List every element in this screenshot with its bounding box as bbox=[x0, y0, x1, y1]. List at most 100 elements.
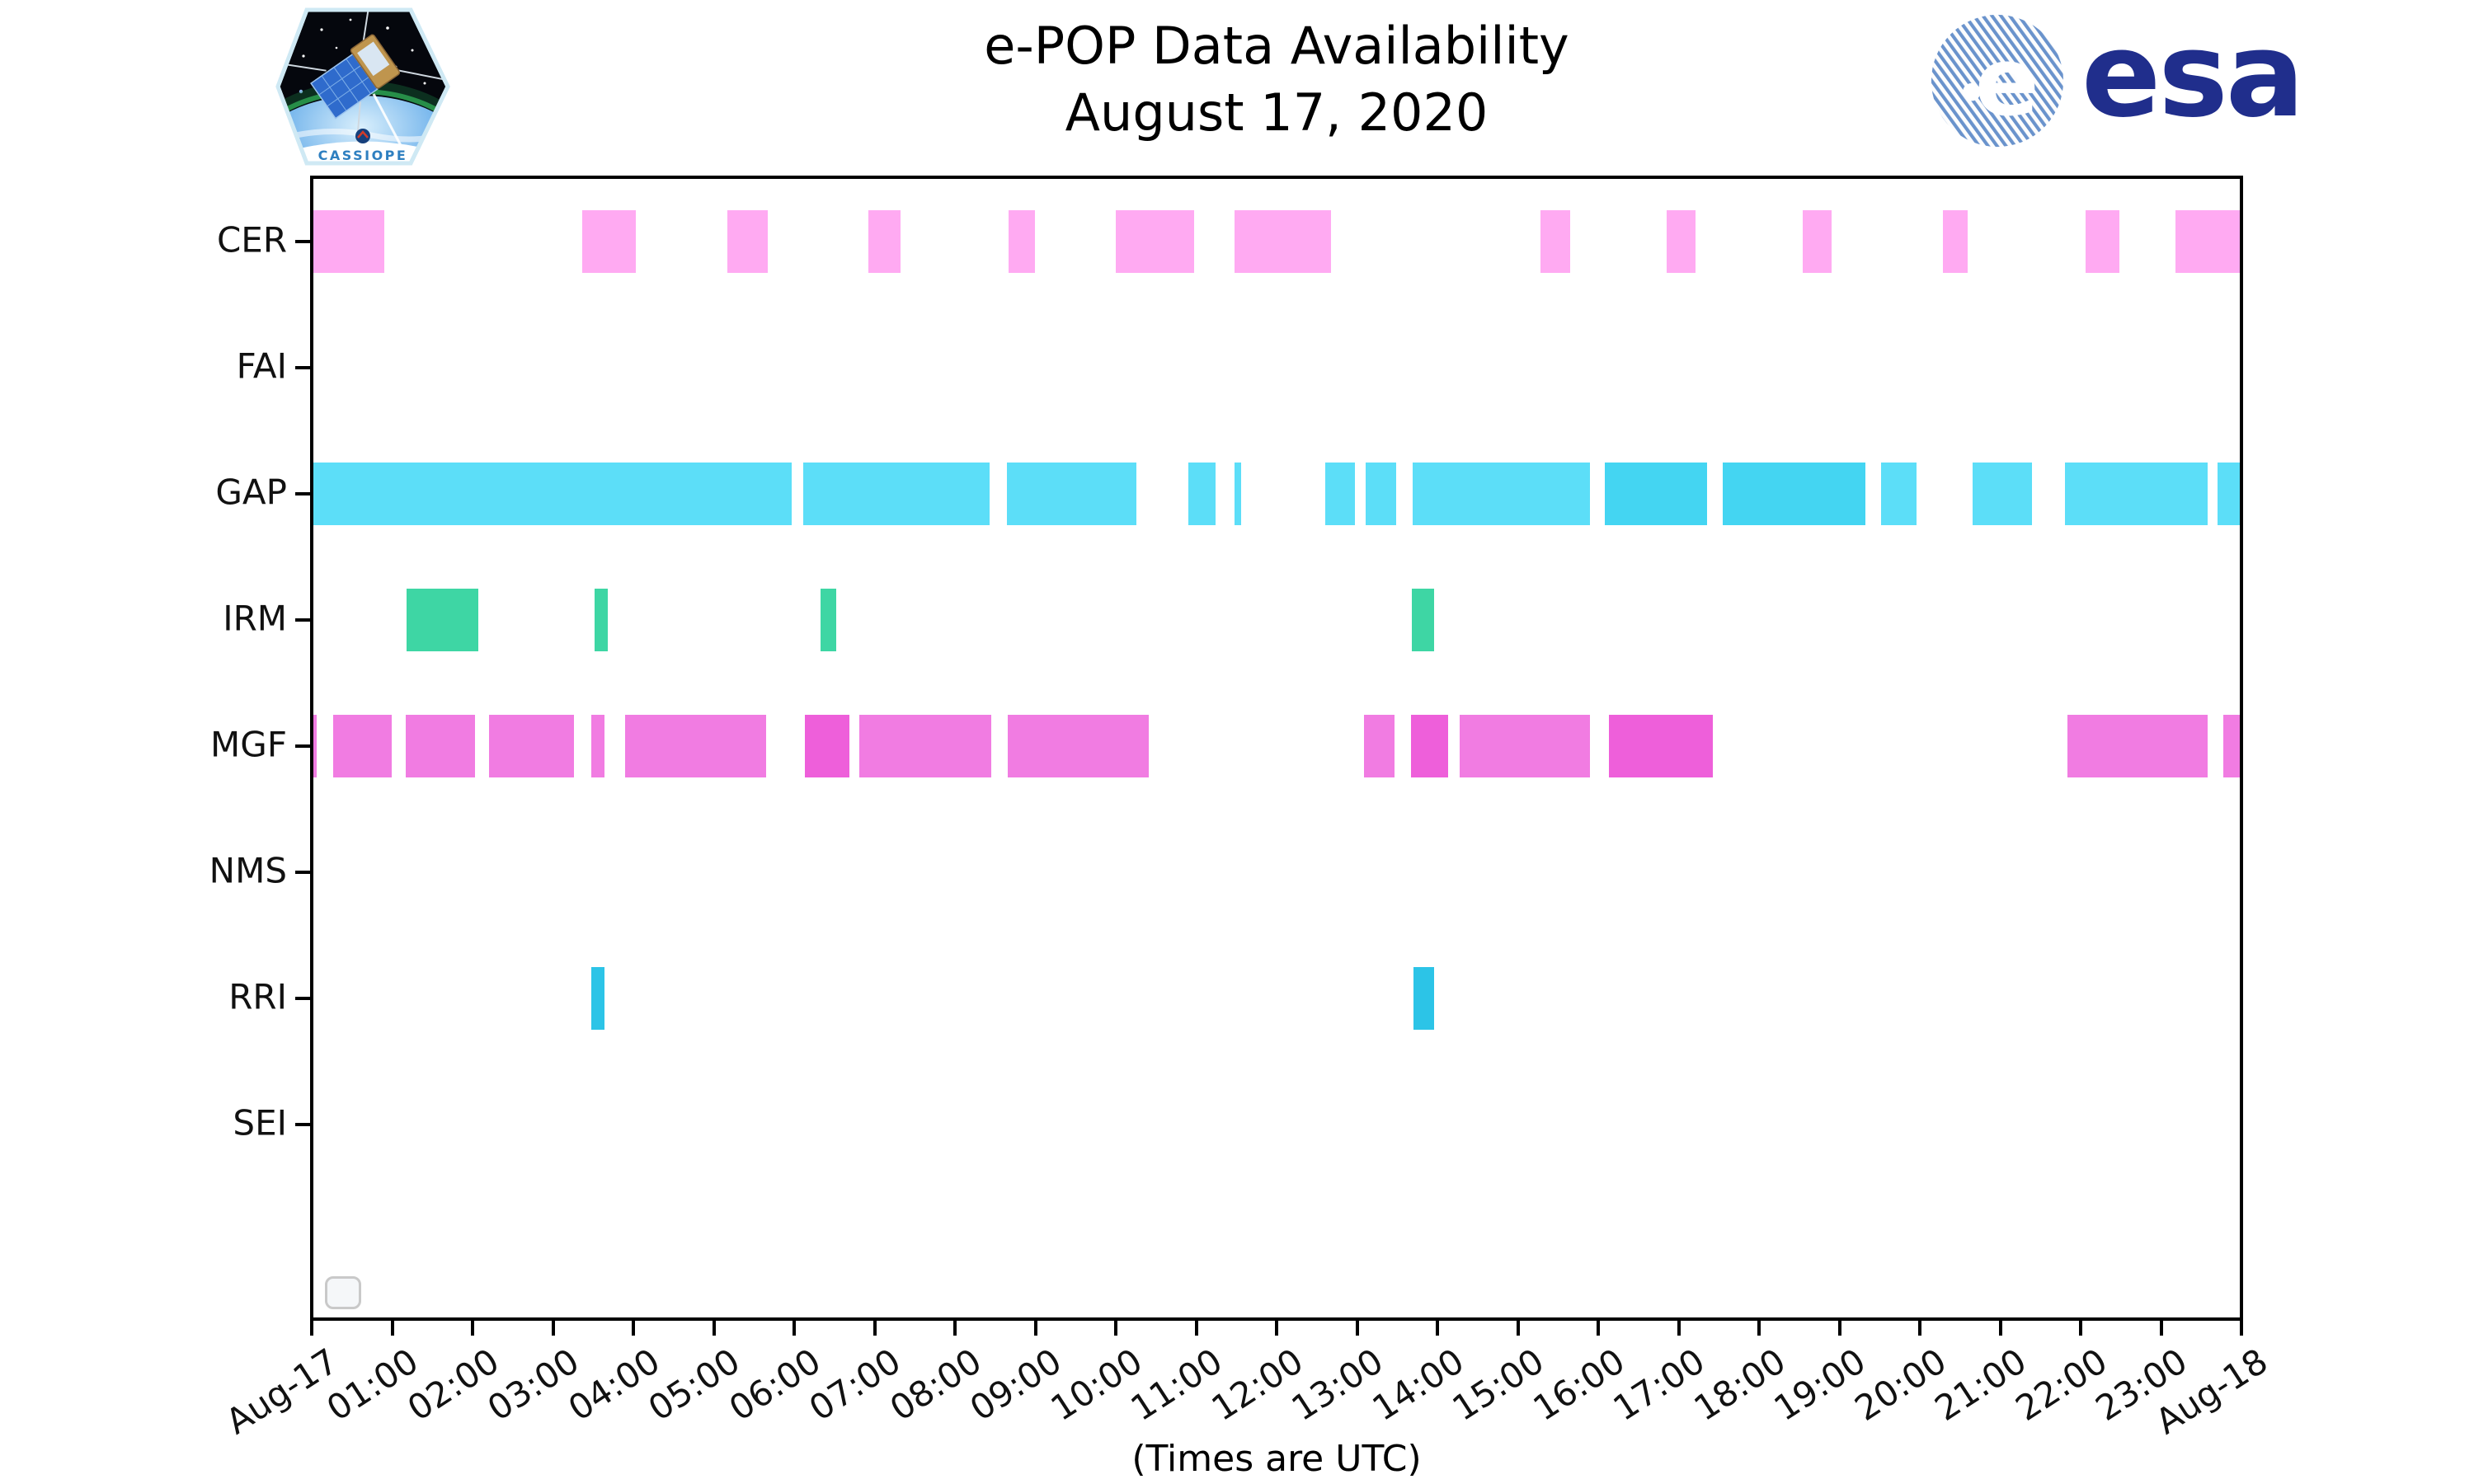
csa-badge bbox=[355, 129, 370, 143]
x-tick bbox=[1436, 1321, 1439, 1336]
availability-bar-mgf bbox=[2222, 715, 2241, 777]
x-tick-label: 14:00 bbox=[1365, 1341, 1471, 1430]
x-tick bbox=[2079, 1321, 2082, 1336]
x-tick bbox=[1275, 1321, 1278, 1336]
availability-bar-cer bbox=[727, 210, 768, 273]
availability-bar-mgf bbox=[1460, 715, 1591, 777]
empty-legend-box bbox=[325, 1276, 361, 1309]
availability-bar-mgf bbox=[312, 715, 317, 777]
x-tick-label: 17:00 bbox=[1606, 1341, 1713, 1430]
x-tick bbox=[1998, 1321, 2002, 1336]
availability-bar-mgf bbox=[625, 715, 766, 777]
availability-bar-mgf bbox=[489, 715, 574, 777]
x-tick bbox=[390, 1321, 394, 1336]
availability-bar-gap bbox=[2217, 463, 2241, 525]
availability-bar-cer bbox=[2085, 210, 2119, 273]
x-tick-label: 21:00 bbox=[1927, 1341, 2034, 1430]
x-axis-caption: (Times are UTC) bbox=[1131, 1438, 1422, 1480]
x-tick bbox=[632, 1321, 635, 1336]
row-label-fai: FAI bbox=[236, 345, 287, 387]
x-tick bbox=[1194, 1321, 1198, 1336]
esa-globe-icon: e bbox=[1931, 14, 2064, 148]
title-line-1: e-POP Data Availability bbox=[984, 16, 1569, 76]
availability-bar-gap bbox=[1235, 463, 1242, 525]
availability-bar-irm bbox=[595, 589, 608, 651]
x-tick-label: 03:00 bbox=[480, 1341, 587, 1430]
availability-bar-cer bbox=[1540, 210, 1570, 273]
tether-beam bbox=[372, 93, 406, 153]
x-tick-label: 19:00 bbox=[1766, 1341, 1874, 1430]
x-tick bbox=[1597, 1321, 1600, 1336]
availability-bar-mgf bbox=[804, 715, 850, 777]
availability-bar-mgf bbox=[333, 715, 392, 777]
availability-bar-gap bbox=[2065, 463, 2208, 525]
x-tick-label: 08:00 bbox=[882, 1341, 989, 1430]
x-tick bbox=[1757, 1321, 1761, 1336]
x-tick-label: 16:00 bbox=[1526, 1341, 1632, 1430]
availability-bar-irm bbox=[821, 589, 836, 651]
availability-bar-mgf bbox=[1410, 715, 1448, 777]
row-label-nms: NMS bbox=[209, 850, 287, 891]
availability-bar-gap bbox=[1366, 463, 1397, 525]
x-tick-label: 20:00 bbox=[1847, 1341, 1954, 1430]
availability-bar-gap bbox=[1604, 463, 1707, 525]
availability-bar-cer bbox=[1943, 210, 1968, 273]
availability-bar-mgf bbox=[591, 715, 604, 777]
chart-title: e-POP Data Availability August 17, 2020 bbox=[310, 13, 2243, 146]
x-tick bbox=[1516, 1321, 1520, 1336]
availability-bar-irm bbox=[1411, 589, 1435, 651]
availability-bar-mgf bbox=[1008, 715, 1149, 777]
availability-bar-irm bbox=[407, 589, 478, 651]
x-tick-label: 22:00 bbox=[2008, 1341, 2114, 1430]
x-tick-label: 12:00 bbox=[1204, 1341, 1310, 1430]
y-tick bbox=[295, 618, 312, 622]
availability-bar-mgf bbox=[1608, 715, 1714, 777]
availability-bar-cer bbox=[1802, 210, 1832, 273]
availability-bar-cer bbox=[312, 210, 384, 273]
availability-bar-cer bbox=[1116, 210, 1194, 273]
x-tick bbox=[2159, 1321, 2163, 1336]
esa-wordmark: esa bbox=[2081, 7, 2305, 143]
x-tick bbox=[872, 1321, 877, 1336]
availability-bar-mgf bbox=[1364, 715, 1395, 777]
availability-bar-rri bbox=[1413, 967, 1435, 1030]
x-tick-label: 13:00 bbox=[1284, 1341, 1391, 1430]
availability-bar-cer bbox=[1009, 210, 1035, 273]
x-tick-label: 01:00 bbox=[319, 1341, 426, 1430]
y-tick bbox=[295, 744, 312, 748]
title-line-2: August 17, 2020 bbox=[1065, 82, 1489, 143]
row-label-sei: SEI bbox=[233, 1102, 287, 1144]
x-tick bbox=[471, 1321, 474, 1336]
y-tick bbox=[295, 997, 312, 1000]
y-tick bbox=[295, 492, 312, 495]
availability-bar-cer bbox=[1235, 210, 1332, 273]
x-tick-label: 10:00 bbox=[1043, 1341, 1150, 1430]
availability-bar-gap bbox=[1881, 463, 1917, 525]
x-tick bbox=[712, 1321, 716, 1336]
row-label-rri: RRI bbox=[228, 976, 287, 1017]
availability-bar-cer bbox=[868, 210, 901, 273]
x-tick-label: 06:00 bbox=[722, 1341, 828, 1430]
x-tick-label: 15:00 bbox=[1445, 1341, 1552, 1430]
x-tick bbox=[793, 1321, 796, 1336]
x-tick bbox=[310, 1321, 313, 1336]
x-tick bbox=[551, 1321, 555, 1336]
cassiope-mission-patch: CASSIOPE bbox=[275, 7, 450, 166]
availability-bar-rri bbox=[591, 967, 604, 1030]
row-label-mgf: MGF bbox=[210, 724, 287, 765]
x-tick-label: 02:00 bbox=[400, 1341, 506, 1430]
x-tick bbox=[1918, 1321, 1921, 1336]
esa-logo: e esa bbox=[1921, 7, 2383, 163]
x-tick bbox=[1355, 1321, 1359, 1336]
y-tick bbox=[295, 1123, 312, 1126]
svg-text:e: e bbox=[1975, 27, 2039, 138]
availability-bar-mgf bbox=[2067, 715, 2208, 777]
x-tick bbox=[1677, 1321, 1681, 1336]
availability-bar-cer bbox=[581, 210, 636, 273]
availability-bar-gap bbox=[1007, 463, 1137, 525]
availability-bar-gap bbox=[312, 463, 793, 525]
availability-bar-cer bbox=[1666, 210, 1696, 273]
availability-bar-mgf bbox=[406, 715, 475, 777]
availability-bar-gap bbox=[1973, 463, 2032, 525]
